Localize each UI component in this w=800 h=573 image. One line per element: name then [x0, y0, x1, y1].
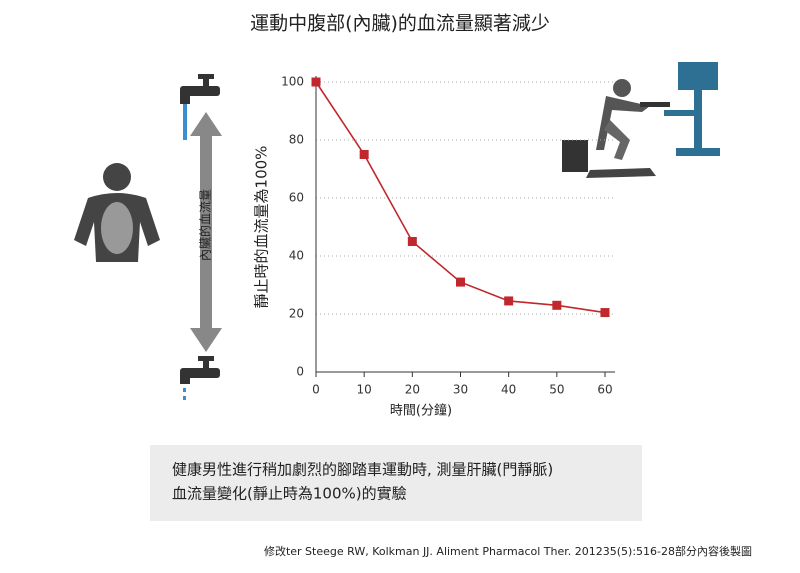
- chart-title: 運動中腹部(內臟)的血流量顯著減少: [250, 13, 550, 35]
- x-tick-label: 20: [405, 383, 420, 397]
- y-tick-label: 60: [289, 191, 304, 205]
- x-tick-label: 10: [357, 383, 372, 397]
- x-tick-label: 0: [312, 383, 320, 397]
- x-tick-label: 40: [501, 383, 516, 397]
- x-tick-label: 30: [453, 383, 468, 397]
- arrow-label: 內臟的血流量: [198, 189, 213, 261]
- cyclist-icon: [562, 62, 720, 178]
- source-note: 修改ter Steege RW, Kolkman JJ. Aliment Pha…: [264, 544, 752, 558]
- x-tick-label: 60: [597, 383, 612, 397]
- point-marker: [456, 277, 465, 287]
- caption-box: [150, 445, 642, 521]
- y-tick-label: 40: [289, 249, 304, 263]
- point-marker: [359, 150, 369, 159]
- faucet-icon: [180, 74, 220, 140]
- point-marker: [407, 237, 417, 246]
- double-arrow: [190, 112, 222, 352]
- y-axis-label: 靜止時的血流量為100%: [253, 146, 271, 309]
- y-tick-label: 20: [289, 307, 304, 321]
- y-tick-label: 80: [289, 133, 304, 147]
- y-tick-label: 100: [281, 75, 304, 89]
- y-tick-label: 0: [296, 365, 304, 379]
- caption-line: 健康男性進行稍加劇烈的腳踏車運動時, 測量肝臟(門靜脈): [172, 461, 553, 479]
- point-marker: [552, 300, 562, 310]
- x-axis-label: 時間(分鐘): [390, 403, 452, 419]
- x-tick-label: 50: [549, 383, 564, 397]
- point-marker: [600, 308, 610, 318]
- point-marker: [504, 296, 514, 306]
- faucet-icon: [180, 356, 220, 400]
- caption-line: 血流量變化(靜止時為100%)的實驗: [172, 485, 407, 503]
- body-icon: [74, 163, 160, 262]
- point-marker: [311, 77, 321, 87]
